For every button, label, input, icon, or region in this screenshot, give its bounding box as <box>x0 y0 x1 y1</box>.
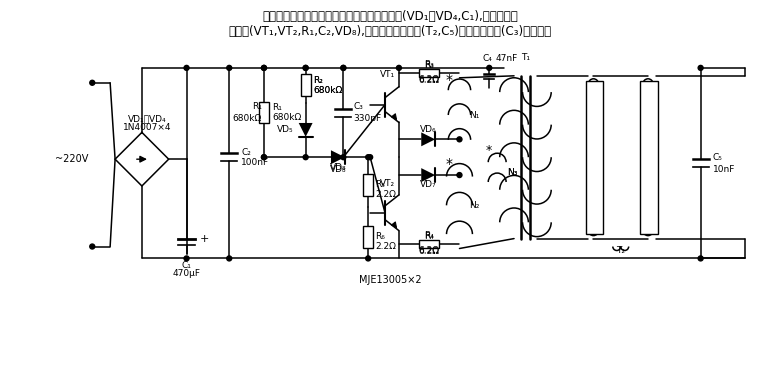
Text: N₃: N₃ <box>507 168 517 177</box>
Text: 6.2Ω: 6.2Ω <box>418 75 439 84</box>
Text: 2.2Ω: 2.2Ω <box>375 190 396 199</box>
Circle shape <box>184 65 189 70</box>
Text: R₄: R₄ <box>425 231 434 240</box>
Circle shape <box>90 244 95 249</box>
Circle shape <box>698 256 703 261</box>
Bar <box>419 69 439 77</box>
Circle shape <box>368 155 372 160</box>
Bar <box>419 240 439 247</box>
Text: VD₆: VD₆ <box>420 125 436 134</box>
Text: 荡电路(VT₁,VT₂,R₁,C₂,VD₈),输出负载谐振电路(T₂,C₅)和抗干扰电路(C₃)等组成。: 荡电路(VT₁,VT₂,R₁,C₂,VD₈),输出负载谐振电路(T₂,C₅)和抗… <box>228 25 552 38</box>
Circle shape <box>457 137 462 142</box>
Circle shape <box>698 65 703 70</box>
Polygon shape <box>421 132 435 146</box>
Text: R₅: R₅ <box>375 181 385 189</box>
Text: 470μF: 470μF <box>172 269 200 278</box>
Bar <box>586 81 604 234</box>
Circle shape <box>303 65 308 70</box>
Bar <box>259 102 269 123</box>
Text: 680kΩ: 680kΩ <box>314 86 343 95</box>
Polygon shape <box>298 123 312 137</box>
Text: 6.2Ω: 6.2Ω <box>418 76 439 85</box>
Text: R₃: R₃ <box>425 61 434 70</box>
Text: 680kΩ: 680kΩ <box>314 86 343 95</box>
Text: VD₅: VD₅ <box>277 126 294 134</box>
Text: R₂: R₂ <box>314 76 323 85</box>
Text: C₅: C₅ <box>713 153 722 162</box>
Text: 47nF: 47nF <box>496 54 518 63</box>
Text: *: * <box>446 157 453 171</box>
Text: R₁: R₁ <box>252 102 262 111</box>
Text: ~220V: ~220V <box>55 154 88 164</box>
Bar <box>640 81 658 234</box>
Bar <box>363 226 373 247</box>
Text: *: * <box>446 73 453 87</box>
Text: 330pF: 330pF <box>353 114 382 123</box>
Circle shape <box>184 256 189 261</box>
Text: R₂: R₂ <box>314 76 323 85</box>
Bar <box>363 174 373 196</box>
Text: R₄: R₄ <box>425 232 434 241</box>
Text: 2.2Ω: 2.2Ω <box>375 242 396 251</box>
Text: *: * <box>486 144 492 157</box>
Text: C₁: C₁ <box>182 261 192 270</box>
Text: C₂: C₂ <box>241 148 251 157</box>
Bar <box>301 75 311 96</box>
Text: VD₈: VD₈ <box>330 163 346 172</box>
Circle shape <box>487 65 492 70</box>
Text: R₃: R₃ <box>425 61 434 69</box>
Circle shape <box>341 155 346 160</box>
Circle shape <box>227 65 231 70</box>
Text: 100nF: 100nF <box>241 158 270 167</box>
Text: C₄: C₄ <box>482 54 492 63</box>
Text: VD₇: VD₇ <box>420 181 436 189</box>
Text: VT₂: VT₂ <box>379 178 395 188</box>
Circle shape <box>341 65 346 70</box>
Text: N₁: N₁ <box>470 110 480 120</box>
Text: 680kΩ: 680kΩ <box>272 113 301 122</box>
Text: VD₈: VD₈ <box>330 165 346 174</box>
Text: T₁: T₁ <box>521 54 530 62</box>
Circle shape <box>90 80 95 85</box>
Circle shape <box>262 65 266 70</box>
Text: MJE13005×2: MJE13005×2 <box>358 275 421 285</box>
Circle shape <box>262 65 266 70</box>
Circle shape <box>262 155 266 160</box>
Text: R₁: R₁ <box>272 103 282 112</box>
Text: N₃: N₃ <box>507 168 517 177</box>
Circle shape <box>457 172 462 178</box>
Text: 1N4007×4: 1N4007×4 <box>122 123 171 132</box>
Text: 10nF: 10nF <box>713 165 735 174</box>
Text: 6.2Ω: 6.2Ω <box>418 247 439 256</box>
Text: +: + <box>199 233 209 244</box>
Circle shape <box>341 65 346 70</box>
Text: VT₁: VT₁ <box>379 70 395 79</box>
Circle shape <box>365 256 371 261</box>
Circle shape <box>397 65 401 70</box>
Text: N₂: N₂ <box>470 201 480 210</box>
Text: C₃: C₃ <box>353 102 363 111</box>
Circle shape <box>227 256 231 261</box>
Text: T₂: T₂ <box>616 246 626 255</box>
Circle shape <box>365 155 371 160</box>
Circle shape <box>262 155 266 160</box>
Text: 6.2Ω: 6.2Ω <box>418 246 439 255</box>
Polygon shape <box>331 150 345 164</box>
Text: R₆: R₆ <box>375 232 385 241</box>
Text: 680kΩ: 680kΩ <box>233 114 262 123</box>
Circle shape <box>303 65 308 70</box>
Text: 实用电子镇流器电路，它主要由整流滤波电路(VD₁～VD₄,C₁),高频开关振: 实用电子镇流器电路，它主要由整流滤波电路(VD₁～VD₄,C₁),高频开关振 <box>262 10 518 23</box>
Polygon shape <box>421 168 435 182</box>
Circle shape <box>303 155 308 160</box>
Text: VD₁～VD₄: VD₁～VD₄ <box>128 114 166 123</box>
